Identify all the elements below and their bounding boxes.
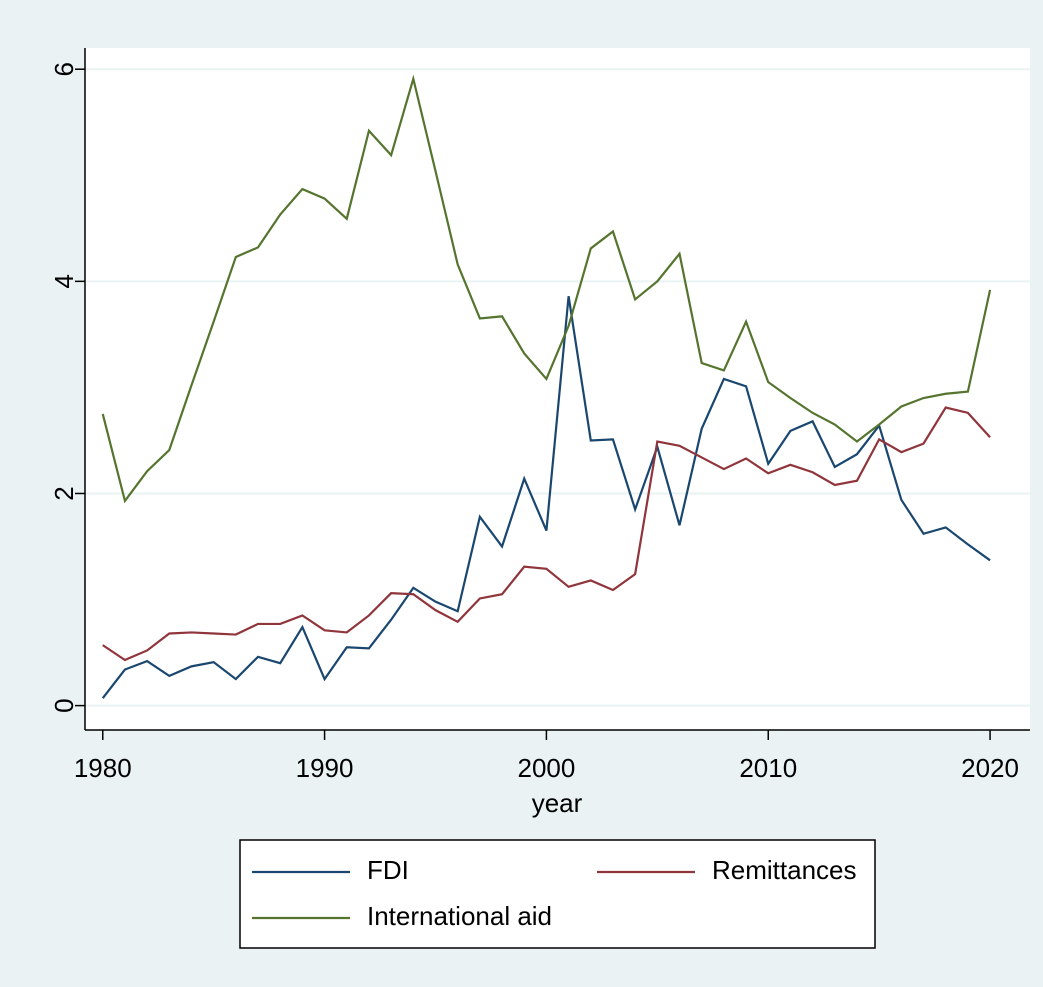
series-line (102, 406, 991, 662)
y-tick-label: 0 (49, 698, 79, 712)
legend-label: Remittances (712, 855, 857, 885)
plot-area (85, 48, 1030, 730)
series-line (101, 296, 991, 699)
x-axis-label: year (532, 788, 583, 818)
y-tick-label: 2 (49, 486, 79, 500)
x-tick-label: 2000 (517, 753, 575, 783)
x-tick-label: 1990 (296, 753, 354, 783)
legend-label: International aid (367, 901, 552, 931)
y-tick-label: 4 (49, 274, 79, 288)
x-tick-label: 2010 (739, 753, 797, 783)
series-line (101, 74, 992, 504)
x-tick-label: 2020 (961, 753, 1019, 783)
x-tick-label: 1980 (74, 753, 132, 783)
legend-box (239, 839, 876, 949)
y-tick-label: 6 (49, 62, 79, 76)
legend-label: FDI (367, 855, 409, 885)
